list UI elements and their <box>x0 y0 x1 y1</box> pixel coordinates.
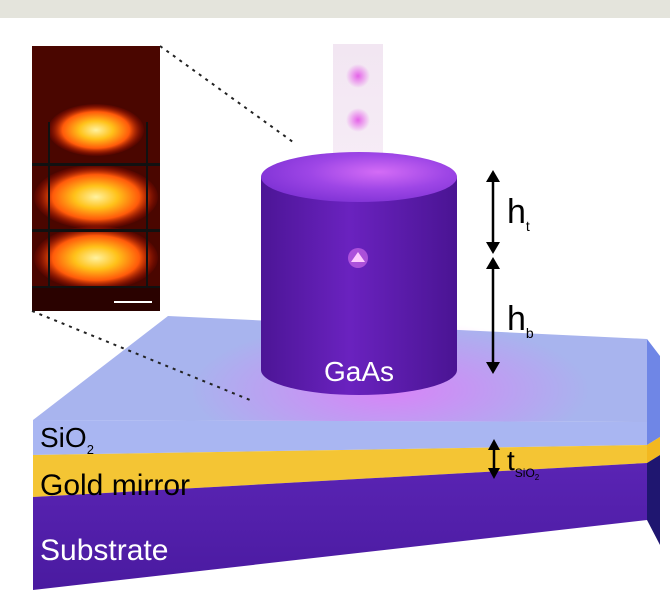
substrate-side-face <box>647 455 660 545</box>
scalebar-line <box>114 301 152 303</box>
zoom-line-top <box>159 45 294 143</box>
tsio2-label: tSiO2 <box>507 445 540 482</box>
sio2-side-face <box>647 339 660 445</box>
hb-arrow <box>486 257 500 374</box>
emission-spot-upper <box>346 64 370 88</box>
substrate-front-face <box>33 463 647 590</box>
scalebar-label: 100 nm <box>118 310 149 321</box>
gaas-pillar-top <box>261 152 457 202</box>
pillar-outline-right <box>146 122 148 287</box>
field-lobe-bottom <box>34 226 158 290</box>
field-lobe-middle <box>34 165 158 229</box>
field-base-line <box>32 286 160 288</box>
tsio2-arrow <box>488 439 500 479</box>
emission-spot-lower <box>346 108 370 132</box>
field-node-line-2 <box>32 229 160 232</box>
gaas-pillar-body <box>261 177 457 395</box>
sio2-label: SiO2 <box>40 422 94 457</box>
field-lobe-top <box>48 104 144 156</box>
quantum-dot-glow <box>348 248 368 268</box>
ht-label: ht <box>507 193 530 234</box>
field-inset: 100 nm <box>32 46 160 321</box>
gold-mirror-label: Gold mirror <box>40 469 190 502</box>
substrate-label: Substrate <box>40 534 168 567</box>
emission-beam <box>333 44 383 164</box>
gold-side-face <box>647 437 660 463</box>
diagram-svg: 100 nm ht hb GaAs SiO2 Gold mirror Subst… <box>31 44 660 590</box>
quantum-dot-marker <box>351 252 365 262</box>
field-node-line-1 <box>32 163 160 166</box>
ht-arrow <box>486 170 500 254</box>
hb-label: hb <box>507 300 534 341</box>
diagram-stage: 100 nm ht hb GaAs SiO2 Gold mirror Subst… <box>0 18 670 609</box>
top-bar <box>0 0 670 18</box>
field-inset-base <box>32 288 160 311</box>
pillar-outline-left <box>48 122 50 287</box>
gaas-label: GaAs <box>324 356 394 387</box>
